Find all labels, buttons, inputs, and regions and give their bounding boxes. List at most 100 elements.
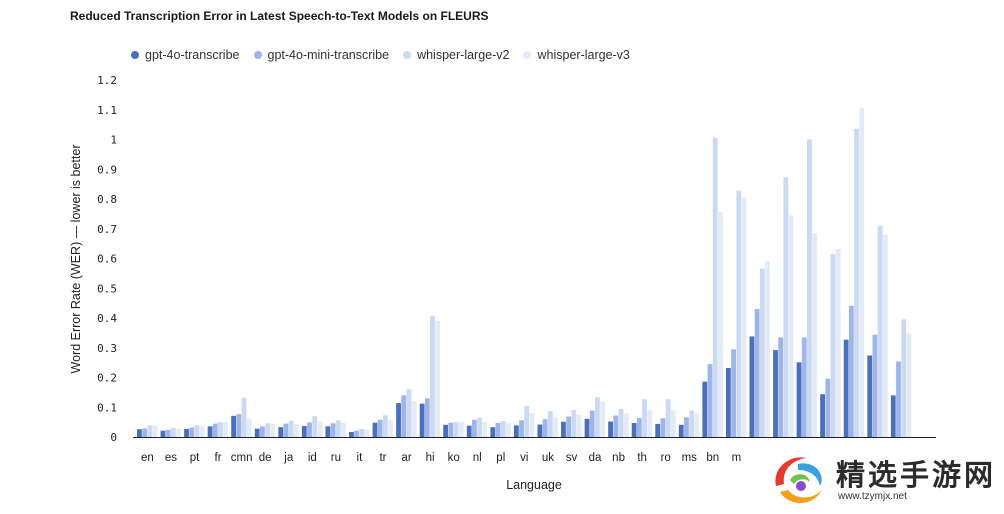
y-tick-label: 0.5 [97, 282, 117, 295]
bar-whisper-large-v3-ur [835, 248, 841, 437]
bar-gpt-4o-mini-transcribe-ar [401, 395, 407, 437]
bar-gpt-4o-mini-transcribe-ro [660, 418, 666, 437]
y-tick-label: 0.2 [97, 372, 117, 385]
y-axis-ticks: 0 0.1 0.2 0.3 0.4 0.5 0.6 0.7 0.8 0.9 1 1.1 1.2 [97, 74, 117, 444]
x-tick-label: vi [520, 452, 528, 464]
bar-gpt-4o-transcribe-mr [749, 336, 755, 437]
legend-label: gpt-4o-mini-transcribe [267, 48, 390, 62]
bar-whisper-large-v3-ml [741, 197, 747, 437]
bar-whisper-large-v2-hi [430, 315, 435, 437]
bar-gpt-4o-transcribe-ru [325, 426, 331, 437]
x-tick-label: it [357, 452, 364, 464]
bar-gpt-4o-transcribe-uk [537, 424, 543, 437]
x-tick-label: de [259, 452, 272, 464]
bar-whisper-large-v2-pt [194, 425, 200, 437]
x-tick-label: m [732, 452, 742, 464]
bar-whisper-large-v3-ta [788, 215, 794, 437]
bar-gpt-4o-mini-transcribe-da [589, 410, 595, 437]
bar-whisper-large-v3-pl [505, 422, 511, 437]
bar-gpt-4o-mini-transcribe-ru [330, 423, 336, 437]
bar-whisper-large-v3-nb [623, 413, 629, 437]
bar-whisper-large-v2-ml [736, 190, 742, 437]
legend-swatch [523, 51, 532, 59]
bar-gpt-4o-transcribe-en [137, 429, 142, 437]
y-tick-label: 0.9 [97, 163, 117, 176]
bar-whisper-large-v3-pt [199, 425, 205, 437]
bar-gpt-4o-mini-transcribe-kn [848, 305, 854, 437]
bar-whisper-large-v2-nl [477, 417, 483, 437]
x-tick-label: ro [661, 452, 671, 464]
x-tick-label: th [637, 452, 647, 464]
x-tick-label: uk [542, 452, 554, 464]
x-tick-label: ru [331, 452, 341, 464]
bar-whisper-large-v2-de [265, 423, 270, 437]
bar-whisper-large-v2-bn [712, 137, 718, 437]
bar-gpt-4o-transcribe-id [301, 425, 307, 437]
bar-gpt-4o-transcribe-hi [419, 403, 425, 437]
bar-whisper-large-v2-es [170, 427, 176, 437]
bar-gpt-4o-mini-transcribe-cmn [236, 414, 242, 437]
x-tick-label: fr [215, 452, 222, 464]
legend-swatch [131, 51, 139, 59]
bar-gpt-4o-mini-transcribe-ms [684, 417, 689, 437]
bar-whisper-large-v3-vi [529, 413, 535, 437]
legend-swatch [403, 51, 412, 59]
bar-gpt-4o-transcribe-sv [561, 421, 566, 437]
bar-gpt-4o-transcribe-fr [207, 426, 213, 437]
bar-whisper-large-v2-uk [547, 411, 553, 437]
bar-gpt-4o-transcribe-kn [843, 339, 849, 437]
bar-gpt-4o-mini-transcribe-nl [472, 419, 477, 437]
y-tick-label: 0.1 [97, 401, 117, 414]
bar-gpt-4o-transcribe-ro [655, 423, 661, 437]
bar-whisper-large-v3-ms [694, 413, 700, 437]
bar-whisper-large-v2-th [642, 399, 647, 437]
bar-gpt-4o-mini-transcribe-hi [424, 398, 430, 437]
bar-whisper-large-v3-fr [223, 422, 229, 437]
bar-whisper-large-v2-vi [524, 406, 530, 437]
chart-title: Reduced Transcription Error in Latest Sp… [70, 9, 489, 23]
y-axis-label: Word Error Rate (WER) — lower is better [69, 145, 83, 374]
bar-gpt-4o-mini-transcribe-pl [495, 423, 501, 437]
bar-gpt-4o-transcribe-ta [773, 350, 778, 437]
watermark-url: www.tzymjx.net [837, 490, 907, 502]
bar-whisper-large-v3-pa [882, 234, 888, 437]
bar-whisper-large-v3-it [364, 429, 370, 437]
bar-whisper-large-v3-bn [718, 212, 723, 437]
x-tick-label: nb [612, 452, 625, 464]
bar-whisper-large-v2-cmn [241, 397, 247, 437]
bar-whisper-large-v2-mr [759, 268, 765, 437]
legend-item-whisper-large-v2: whisper-large-v2 [403, 48, 509, 62]
x-tick-label: pt [190, 452, 200, 464]
legend-item-gpt-4o-mini-transcribe: gpt-4o-mini-transcribe [253, 48, 390, 62]
bar-gpt-4o-transcribe-ur [820, 394, 826, 437]
bar-gpt-4o-transcribe-pt [184, 428, 189, 437]
bar-gpt-4o-transcribe-pl [490, 427, 496, 437]
bar-gpt-4o-transcribe-nb [608, 421, 613, 437]
bar-whisper-large-v3-tr [388, 420, 393, 437]
bar-gpt-4o-transcribe-ms [678, 424, 684, 437]
legend-item-gpt-4o-transcribe: gpt-4o-transcribe [131, 48, 240, 62]
bar-gpt-4o-mini-transcribe-en [142, 428, 147, 437]
bar-gpt-4o-transcribe-cmn [231, 415, 237, 437]
bar-whisper-large-v3-sv [576, 414, 582, 437]
x-tick-label: bn [706, 452, 719, 464]
bar-gpt-4o-transcribe-de [254, 428, 260, 437]
bar-gpt-4o-transcribe-es [160, 430, 166, 437]
bar-whisper-large-v3-da [600, 401, 606, 437]
bar-whisper-large-v2-gu [901, 319, 907, 437]
bar-gpt-4o-mini-transcribe-bn [707, 364, 713, 437]
x-tick-label: ja [283, 452, 294, 464]
bar-gpt-4o-transcribe-ar [396, 403, 401, 437]
bar-whisper-large-v3-ko [458, 422, 464, 437]
x-tick-label: es [165, 452, 177, 464]
bar-whisper-large-v2-da [595, 397, 600, 437]
bar-whisper-large-v2-ru [335, 420, 341, 437]
bar-whisper-large-v3-de [270, 424, 276, 437]
x-tick-label: cmn [231, 452, 253, 464]
bar-gpt-4o-mini-transcribe-es [165, 429, 171, 437]
bar-gpt-4o-transcribe-it [349, 431, 354, 437]
bar-whisper-large-v2-sv [571, 409, 577, 437]
bar-whisper-large-v3-th [647, 410, 653, 437]
legend-label: whisper-large-v2 [417, 48, 510, 62]
bar-whisper-large-v3-ar [411, 401, 417, 437]
